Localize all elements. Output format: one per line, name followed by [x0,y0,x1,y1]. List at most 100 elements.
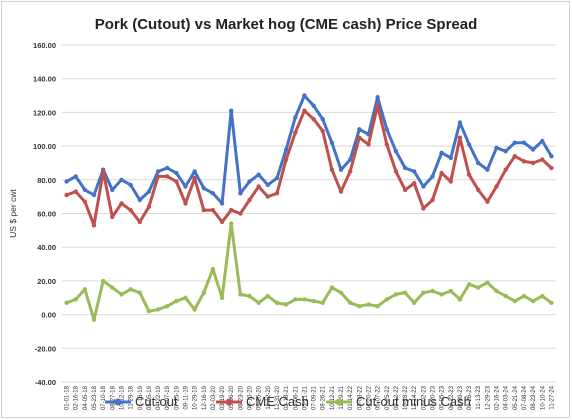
data-point-cut-out-minus-cash [155,307,161,312]
x-tick-label: 06-07-22 [376,385,382,410]
data-point-cut-out-minus-cash [448,288,453,294]
data-point-cme-cash [229,207,234,213]
data-point-cut-out [119,177,124,182]
x-tick-label: 08-10-20 [248,385,254,410]
data-point-cut-out [302,93,307,98]
series-lines [64,93,554,322]
y-tick-label: 120.00 [33,108,56,117]
data-point-cme-cash [439,170,444,176]
series-line-cme-cash [66,104,553,227]
data-point-cut-out [338,167,344,172]
data-point-cut-out [320,116,325,122]
data-point-cme-cash [375,103,380,108]
data-point-cut-out [201,186,206,191]
data-point-cut-out [521,140,527,145]
y-tick-label: -20.00 [35,344,56,353]
data-point-cut-out-minus-cash [384,297,389,302]
data-point-cut-out-minus-cash [219,295,225,300]
data-point-cut-out-minus-cash [73,297,78,302]
data-point-cut-out [229,108,234,113]
x-tick-label: 12-14-22 [412,385,418,410]
data-point-cme-cash [174,179,179,184]
data-point-cut-out-minus-cash [357,304,362,309]
x-tick-label: 07-09-21 [312,385,318,410]
data-point-cme-cash [521,159,527,164]
data-point-cut-out [64,179,69,184]
data-point-cme-cash [540,157,545,162]
data-point-cme-cash [329,167,335,172]
data-point-cme-cash [476,187,481,193]
data-point-cut-out [219,201,225,206]
x-tick-label: 03-03-22 [357,385,363,410]
data-point-cut-out-minus-cash [512,298,517,304]
data-point-cut-out-minus-cash [430,288,435,294]
data-point-cut-out-minus-cash [439,292,444,297]
x-tick-label: 10-29-19 [193,385,199,410]
data-point-cut-out-minus-cash [412,300,417,305]
data-point-cut-out-minus-cash [348,300,353,305]
data-point-cut-out-minus-cash [549,300,554,305]
y-tick-label: 40.00 [37,243,56,252]
x-tick-label: 11-29-21 [339,385,345,409]
x-tick-label: 01-14-22 [348,385,354,410]
data-point-cme-cash [283,157,289,162]
data-point-cme-cash [384,142,389,147]
data-point-cme-cash [393,169,399,174]
data-point-cut-out [238,191,243,196]
data-point-cme-cash [110,214,115,220]
data-point-cut-out [412,169,417,174]
data-point-cme-cash [293,130,298,135]
data-point-cut-out [137,197,142,203]
data-point-cme-cash [348,169,353,174]
data-point-cme-cash [412,181,417,186]
x-tick-label: 10-28-22 [403,385,409,410]
data-point-cme-cash [274,191,280,196]
x-tick-label: 11-12-20 [266,385,272,409]
chart-title: Pork (Cutout) vs Market hog (CME cash) P… [95,16,478,33]
series-cme-cash [64,103,554,228]
data-point-cut-out [439,150,444,155]
series-line-cut-out-minus-cash [66,222,553,322]
x-tick-label: 10-12-18 [119,385,125,410]
series-line-cut-out [65,94,553,205]
data-point-cme-cash [466,172,472,177]
data-point-cut-out [393,149,399,154]
data-point-cme-cash [91,223,97,228]
x-tick-label: 11-13-23 [476,385,482,409]
data-point-cut-out [283,147,289,152]
data-point-cut-out [494,145,499,150]
legend-marker [114,398,122,406]
data-point-cut-out-minus-cash [146,309,152,314]
data-point-cme-cash [448,179,453,184]
x-tick-label: 02-16-18 [74,385,80,410]
data-point-cut-out-minus-cash [82,287,88,292]
x-tick-label: 04-20-22 [366,385,372,410]
x-tick-label: 04-06-21 [293,385,299,410]
data-point-cut-out [476,160,481,166]
x-tick-label: 05-06-20 [229,385,235,410]
data-point-cme-cash [119,201,124,206]
data-point-cut-out-minus-cash [293,297,298,302]
data-point-cut-out-minus-cash [375,304,380,309]
x-tick-label: 04-05-18 [83,385,89,410]
legend-label: Cut-out minus Cash [356,394,471,409]
data-point-cut-out-minus-cash [137,290,142,295]
data-point-cut-out-minus-cash [247,293,252,299]
data-point-cut-out [165,165,170,171]
data-point-cut-out-minus-cash [101,278,106,284]
x-tick-label: 09-25-20 [257,385,263,410]
y-tick-label: 20.00 [37,277,56,286]
x-tick-label: 08-09-23 [458,385,464,410]
y-tick-label: 80.00 [37,176,56,185]
data-point-cut-out-minus-cash [238,292,243,297]
data-point-cme-cash [357,135,362,140]
data-point-cut-out [210,191,216,196]
data-point-cut-out-minus-cash [274,300,280,305]
data-point-cut-out-minus-cash [320,300,325,305]
y-tick-labels: 160.00 140.00 120.00 100.00 80.00 60.00 40.00 2… [33,41,56,387]
data-point-cut-out-minus-cash [393,292,399,297]
data-point-cme-cash [192,175,197,181]
data-point-cme-cash [549,165,554,171]
y-axis-label: US $ per cwt [8,189,18,238]
